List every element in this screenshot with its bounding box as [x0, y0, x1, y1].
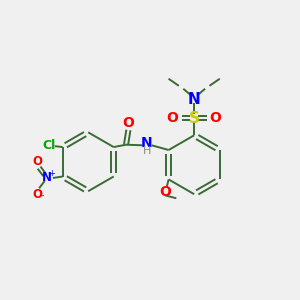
Text: O: O: [33, 188, 43, 201]
Text: H: H: [143, 146, 151, 156]
Text: N: N: [41, 172, 52, 184]
Text: N: N: [188, 92, 200, 106]
Text: -: -: [41, 190, 44, 200]
Text: O: O: [33, 155, 43, 168]
Text: O: O: [122, 116, 134, 130]
Text: O: O: [159, 185, 171, 199]
Text: O: O: [210, 111, 222, 125]
Text: Cl: Cl: [43, 139, 56, 152]
Text: S: S: [189, 111, 200, 126]
Text: O: O: [167, 111, 178, 125]
Text: +: +: [48, 169, 55, 178]
Text: N: N: [141, 136, 153, 150]
